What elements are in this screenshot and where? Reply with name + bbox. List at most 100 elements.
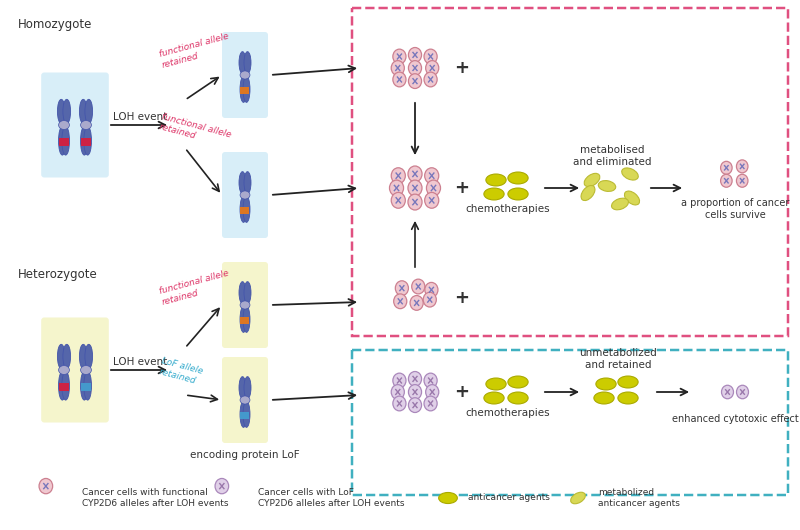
Ellipse shape xyxy=(244,377,251,399)
Ellipse shape xyxy=(243,401,250,427)
Ellipse shape xyxy=(58,344,65,368)
FancyBboxPatch shape xyxy=(42,317,109,422)
Ellipse shape xyxy=(244,51,251,74)
Ellipse shape xyxy=(391,168,406,183)
Bar xyxy=(81,383,90,391)
FancyBboxPatch shape xyxy=(222,262,268,348)
Ellipse shape xyxy=(240,76,247,102)
Ellipse shape xyxy=(584,173,600,187)
Bar xyxy=(240,317,249,324)
Ellipse shape xyxy=(239,172,246,193)
Ellipse shape xyxy=(412,279,425,294)
Ellipse shape xyxy=(85,99,93,123)
Ellipse shape xyxy=(408,180,422,196)
Ellipse shape xyxy=(81,127,88,155)
Ellipse shape xyxy=(243,306,250,332)
Ellipse shape xyxy=(409,385,422,400)
Ellipse shape xyxy=(625,191,639,205)
Text: Heterozygote: Heterozygote xyxy=(18,268,98,281)
Text: +: + xyxy=(454,383,470,401)
Text: Cancer cells with LoF
CYP2D6 alleles after LOH events: Cancer cells with LoF CYP2D6 alleles aft… xyxy=(258,488,405,508)
Ellipse shape xyxy=(508,376,528,388)
Ellipse shape xyxy=(484,392,504,404)
Ellipse shape xyxy=(62,372,70,400)
Ellipse shape xyxy=(424,49,437,64)
Ellipse shape xyxy=(391,385,404,400)
Ellipse shape xyxy=(81,366,91,375)
Ellipse shape xyxy=(598,181,616,191)
Text: metabolized
anticancer agents: metabolized anticancer agents xyxy=(598,488,680,508)
Ellipse shape xyxy=(63,344,70,368)
Ellipse shape xyxy=(240,196,247,223)
Ellipse shape xyxy=(570,492,586,504)
Ellipse shape xyxy=(424,72,437,87)
Text: functional allele
retained: functional allele retained xyxy=(158,269,233,307)
Ellipse shape xyxy=(239,281,246,304)
Ellipse shape xyxy=(737,174,748,187)
Ellipse shape xyxy=(79,344,87,368)
Text: +: + xyxy=(454,289,470,307)
Ellipse shape xyxy=(84,127,91,155)
Ellipse shape xyxy=(508,392,528,404)
Text: LOH event: LOH event xyxy=(113,357,167,367)
Ellipse shape xyxy=(244,172,251,193)
Ellipse shape xyxy=(722,385,734,399)
Ellipse shape xyxy=(438,492,458,503)
Ellipse shape xyxy=(425,282,438,297)
Ellipse shape xyxy=(58,366,70,375)
Ellipse shape xyxy=(409,398,422,412)
Ellipse shape xyxy=(81,120,91,129)
Ellipse shape xyxy=(58,120,70,129)
Text: chemotherapies: chemotherapies xyxy=(466,204,550,214)
Ellipse shape xyxy=(244,281,251,304)
Ellipse shape xyxy=(63,99,70,123)
Ellipse shape xyxy=(425,168,438,183)
Text: functional allele
retained: functional allele retained xyxy=(158,112,233,150)
FancyBboxPatch shape xyxy=(222,32,268,118)
Ellipse shape xyxy=(737,160,748,173)
Bar xyxy=(58,138,69,146)
Ellipse shape xyxy=(85,344,93,368)
Text: a proportion of cancer
cells survive: a proportion of cancer cells survive xyxy=(681,198,789,220)
Ellipse shape xyxy=(62,127,70,155)
Ellipse shape xyxy=(391,60,404,75)
Ellipse shape xyxy=(486,174,506,186)
Ellipse shape xyxy=(393,373,406,388)
Text: Homozygote: Homozygote xyxy=(18,18,92,31)
Ellipse shape xyxy=(426,60,438,75)
Ellipse shape xyxy=(721,174,732,187)
FancyBboxPatch shape xyxy=(222,357,268,443)
Ellipse shape xyxy=(239,51,246,74)
FancyBboxPatch shape xyxy=(222,152,268,238)
Ellipse shape xyxy=(426,385,438,400)
Ellipse shape xyxy=(240,71,250,79)
Ellipse shape xyxy=(394,294,407,308)
Bar xyxy=(240,207,249,214)
Text: unmetabolized
and retained: unmetabolized and retained xyxy=(579,348,657,370)
Ellipse shape xyxy=(58,99,65,123)
Ellipse shape xyxy=(581,186,595,200)
Text: LOH event: LOH event xyxy=(113,112,167,122)
Ellipse shape xyxy=(239,377,246,399)
Ellipse shape xyxy=(240,301,250,309)
Ellipse shape xyxy=(410,296,423,310)
Ellipse shape xyxy=(424,396,437,411)
Ellipse shape xyxy=(58,127,66,155)
Ellipse shape xyxy=(618,376,638,388)
Text: chemotherapies: chemotherapies xyxy=(466,408,550,418)
Ellipse shape xyxy=(408,194,422,210)
Ellipse shape xyxy=(409,48,422,62)
Text: LoF allele
retained: LoF allele retained xyxy=(158,357,204,387)
Ellipse shape xyxy=(240,191,250,199)
Ellipse shape xyxy=(721,161,732,174)
Text: +: + xyxy=(454,179,470,197)
FancyBboxPatch shape xyxy=(42,73,109,178)
Ellipse shape xyxy=(240,306,247,332)
Ellipse shape xyxy=(596,378,616,390)
Text: metabolised
and eliminated: metabolised and eliminated xyxy=(573,145,651,167)
Bar xyxy=(58,383,69,391)
Ellipse shape xyxy=(393,396,406,411)
Ellipse shape xyxy=(84,372,91,400)
Ellipse shape xyxy=(423,292,436,307)
Ellipse shape xyxy=(594,392,614,404)
